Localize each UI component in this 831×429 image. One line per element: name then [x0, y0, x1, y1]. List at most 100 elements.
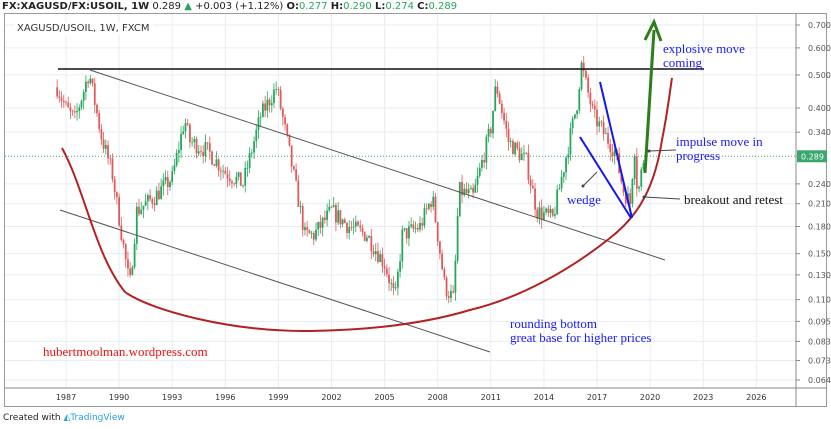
- candle: [323, 210, 326, 224]
- chart-frame[interactable]: [4, 13, 827, 407]
- candle-body: [315, 229, 317, 240]
- candle-body: [102, 139, 105, 149]
- candle-body: [248, 153, 251, 168]
- candle-body: [551, 209, 554, 216]
- candle-body: [253, 141, 255, 153]
- candle-body: [180, 133, 182, 151]
- candle-body: [195, 139, 198, 154]
- candle: [166, 170, 169, 196]
- candle-body: [410, 224, 413, 227]
- candle: [567, 146, 570, 165]
- candle-body: [217, 159, 220, 171]
- candle-body: [295, 169, 297, 181]
- candle: [401, 225, 404, 269]
- candle: [423, 203, 426, 229]
- candle: [339, 210, 342, 229]
- candle-body: [186, 123, 189, 125]
- candle: [576, 109, 578, 119]
- candle-body: [144, 201, 147, 206]
- candle-body: [328, 206, 331, 211]
- candle: [177, 141, 180, 163]
- candle: [200, 145, 202, 156]
- annotation-pointer: [643, 196, 681, 200]
- candle: [299, 200, 302, 214]
- candle: [640, 166, 643, 191]
- annotation-explosive: explosive move: [663, 41, 745, 56]
- candle: [242, 184, 244, 188]
- candle-body: [598, 121, 601, 127]
- symbol-title: FX:XAGUSD/FX:USOIL, 1W: [2, 1, 150, 12]
- candle-body: [162, 180, 165, 187]
- candle: [160, 178, 163, 200]
- candle: [538, 201, 541, 225]
- candle: [412, 220, 415, 233]
- candle-body: [151, 199, 154, 204]
- candle: [352, 218, 355, 235]
- candle: [540, 199, 543, 229]
- candle: [326, 203, 328, 227]
- candle: [226, 166, 229, 188]
- candle-body: [182, 131, 185, 134]
- candle: [118, 193, 120, 227]
- x-tick-label: 2023: [693, 393, 713, 402]
- candle-body: [585, 70, 587, 78]
- tradingview-link[interactable]: TradingView: [70, 413, 125, 423]
- candle: [248, 147, 251, 174]
- candle: [520, 147, 523, 161]
- candle: [193, 135, 196, 149]
- candle: [476, 167, 479, 193]
- candle: [73, 105, 76, 119]
- candle-body: [71, 110, 74, 112]
- candle-body: [211, 151, 213, 165]
- candle: [408, 220, 410, 247]
- open-value: 0.277: [298, 1, 328, 12]
- candle: [93, 77, 96, 114]
- candle-body: [571, 118, 574, 129]
- candle-body: [394, 287, 397, 289]
- candle-body: [357, 221, 359, 226]
- y-tick-label: 0.340: [808, 128, 831, 137]
- annotation-breakout: breakout and retest: [684, 192, 783, 207]
- wedge-line-lower: [579, 136, 632, 219]
- candle: [604, 127, 607, 135]
- candle-body: [640, 169, 643, 187]
- candle: [146, 193, 149, 211]
- candle-body: [264, 103, 267, 111]
- candle: [392, 275, 395, 296]
- candle-body: [354, 221, 357, 227]
- candle: [554, 206, 556, 219]
- candle: [264, 95, 267, 118]
- candle: [102, 131, 105, 153]
- candle-body: [67, 102, 70, 108]
- candle: [414, 221, 417, 234]
- candle-body: [421, 222, 424, 226]
- candle-body: [629, 193, 632, 204]
- candle-body: [560, 177, 563, 189]
- candle-body: [443, 269, 446, 278]
- candle-body: [164, 177, 167, 181]
- candle-body: [122, 239, 125, 245]
- candle: [545, 207, 548, 216]
- candle: [142, 205, 145, 218]
- candle-body: [118, 196, 120, 226]
- candle-body: [569, 128, 572, 155]
- candle: [319, 215, 322, 234]
- candle: [58, 90, 61, 103]
- candle-body: [478, 167, 481, 176]
- candle: [631, 178, 634, 208]
- candle: [206, 142, 209, 150]
- candle: [441, 249, 444, 271]
- tradingview-logo-icon[interactable]: ◭: [63, 413, 71, 423]
- candle: [321, 216, 324, 237]
- candle: [500, 99, 503, 119]
- candle: [215, 151, 218, 168]
- candle-body: [401, 229, 404, 262]
- candle: [315, 222, 317, 242]
- candle: [558, 183, 561, 190]
- candle: [257, 110, 260, 139]
- candle-body: [326, 210, 328, 220]
- candle: [197, 145, 200, 157]
- candle-body: [100, 128, 103, 140]
- candle-body: [153, 203, 156, 205]
